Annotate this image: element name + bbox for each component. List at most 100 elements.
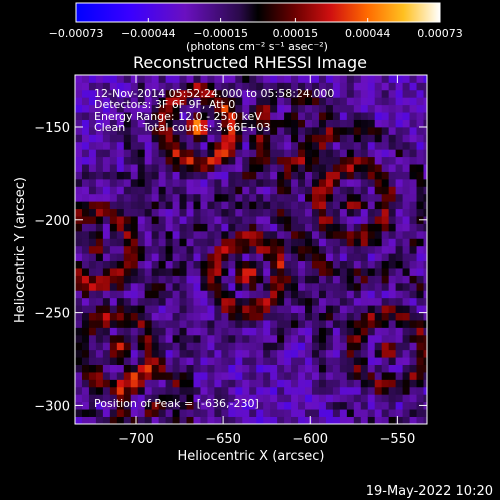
heatmap-cell [395, 268, 404, 276]
heatmap-cell [263, 82, 271, 91]
heatmap-cell [263, 178, 271, 187]
heatmap-cell [395, 409, 404, 417]
heatmap-cell [88, 97, 97, 106]
heatmap-cell [416, 409, 424, 417]
heatmap-cell [130, 275, 139, 284]
heatmap-cell [346, 89, 355, 98]
heatmap-cell [249, 149, 257, 158]
heatmap-cell [158, 401, 167, 410]
heatmap-cell [381, 230, 390, 239]
heatmap-cell [165, 193, 173, 202]
heatmap-cell [346, 282, 355, 291]
heatmap-cell [95, 119, 104, 128]
heatmap-cell [221, 171, 229, 180]
heatmap-cell [360, 357, 369, 365]
heatmap-cell [325, 141, 334, 150]
heatmap-cell [186, 275, 194, 284]
heatmap-cell [95, 349, 104, 358]
heatmap-cell [109, 126, 118, 135]
heatmap-cell [402, 178, 410, 187]
heatmap-cell [235, 372, 243, 380]
heatmap-cell [318, 238, 327, 247]
heatmap-cell [165, 416, 173, 424]
heatmap-cell [325, 112, 334, 120]
heatmap-cell [179, 89, 187, 98]
heatmap-cell [88, 75, 97, 83]
heatmap-cell [109, 297, 118, 306]
heatmap-cell [263, 409, 271, 417]
heatmap-cell [75, 186, 83, 195]
heatmap-cell [367, 208, 376, 217]
heatmap-cell [339, 156, 348, 165]
heatmap-cell [172, 401, 180, 410]
heatmap-cell [242, 253, 250, 262]
heatmap-cell [172, 104, 180, 113]
heatmap-cell [228, 334, 236, 343]
heatmap-cell [353, 156, 362, 165]
heatmap-cell [395, 201, 404, 210]
heatmap-cell [235, 208, 243, 217]
heatmap-cell [75, 312, 83, 321]
heatmap-cell [151, 253, 160, 262]
heatmap-cell [374, 89, 383, 98]
heatmap-cell [298, 238, 306, 247]
heatmap-cell [263, 223, 271, 232]
heatmap-cell [381, 334, 390, 343]
heatmap-cell [88, 357, 97, 365]
heatmap-cell [221, 394, 229, 403]
heatmap-cell [165, 245, 173, 254]
heatmap-cell [346, 357, 355, 365]
heatmap-cell [235, 312, 243, 321]
heatmap-cell [228, 290, 236, 299]
heatmap-cell [102, 193, 111, 202]
heatmap-cell [388, 149, 397, 158]
heatmap-cell [353, 409, 362, 417]
heatmap-cell [305, 89, 313, 98]
heatmap-cell [416, 364, 424, 373]
heatmap-cell [221, 327, 229, 336]
heatmap-cell [291, 349, 299, 358]
heatmap-cell [116, 327, 125, 336]
heatmap-cell [193, 342, 201, 351]
heatmap-cell [263, 245, 271, 254]
heatmap-cell [353, 126, 362, 135]
heatmap-cell [311, 149, 320, 158]
heatmap-cell [346, 149, 355, 158]
heatmap-cell [367, 238, 376, 247]
heatmap-cell [158, 275, 167, 284]
heatmap-cell [360, 320, 369, 328]
heatmap-cell [158, 379, 167, 388]
heatmap-cell [346, 386, 355, 395]
heatmap-cell [102, 126, 111, 135]
heatmap-cell [367, 409, 376, 417]
chart-title: Reconstructed RHESSI Image [133, 53, 367, 72]
heatmap-cell [374, 186, 383, 195]
heatmap-cell [144, 156, 153, 165]
heatmap-cell [353, 223, 362, 232]
heatmap-cell [228, 193, 236, 202]
heatmap-cell [193, 171, 201, 180]
heatmap-cell [374, 305, 383, 314]
heatmap-cell [179, 164, 187, 172]
heatmap-cell [388, 156, 397, 165]
heatmap-cell [75, 320, 83, 328]
heatmap-cell [402, 357, 410, 365]
heatmap-cell [263, 238, 271, 247]
heatmap-cell [95, 260, 104, 269]
heatmap-cell [75, 171, 83, 180]
heatmap-cell [75, 334, 83, 343]
heatmap-cell [318, 134, 327, 143]
heatmap-cell [374, 82, 383, 91]
heatmap-cell [270, 141, 278, 150]
heatmap-cell [256, 401, 264, 410]
heatmap-cell [381, 238, 390, 247]
heatmap-cell [339, 334, 348, 343]
heatmap-cell [291, 357, 299, 365]
heatmap-cell [88, 401, 97, 410]
heatmap-cell [221, 89, 229, 98]
heatmap-cell [109, 149, 118, 158]
heatmap-cell [179, 305, 187, 314]
heatmap-cell [221, 223, 229, 232]
heatmap-cell [339, 260, 348, 269]
heatmap-cell [116, 290, 125, 299]
